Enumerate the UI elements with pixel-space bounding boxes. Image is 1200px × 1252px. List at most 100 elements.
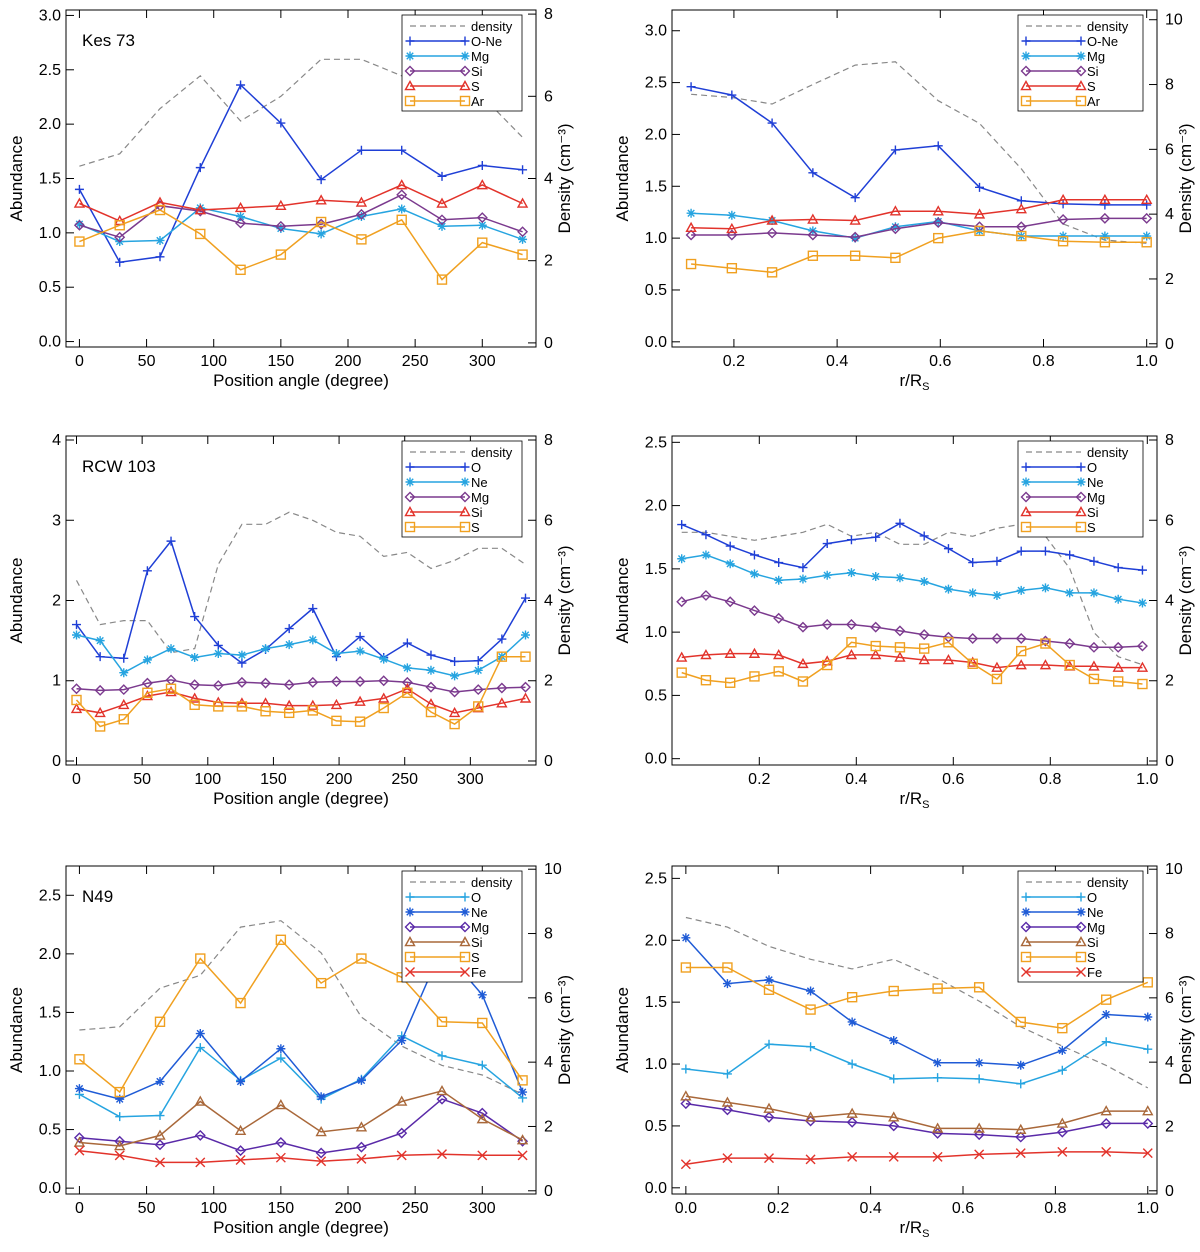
data-point-o	[1101, 1037, 1111, 1047]
data-point-mg	[1112, 641, 1124, 653]
data-point-ne	[871, 571, 881, 581]
data-point-o	[749, 550, 759, 560]
data-point-si	[1100, 1105, 1112, 1116]
legend-marker	[405, 892, 415, 902]
x-tick-label: 200	[326, 771, 353, 788]
data-point-s	[477, 1017, 488, 1029]
data-point-o-ne	[933, 141, 943, 151]
x-tick-label: 0	[72, 771, 81, 788]
data-point-mg	[212, 680, 224, 692]
data-point-si	[396, 189, 408, 201]
y2-tick-label: 4	[544, 593, 553, 610]
y-axis-label: Abundance	[613, 135, 632, 221]
data-point-o	[1065, 550, 1075, 560]
x-tick-label: 150	[268, 1200, 295, 1217]
y-tick-label: 2.5	[39, 887, 61, 904]
density-line	[691, 61, 1147, 244]
y-tick-label: 2.5	[645, 75, 667, 92]
series-si	[73, 1084, 529, 1151]
data-point-ne	[397, 1036, 407, 1046]
data-point-ne	[919, 577, 929, 587]
x-tick-label: 1.0	[1136, 353, 1158, 370]
y-tick-label: 0.5	[645, 687, 667, 704]
data-point-mg	[94, 684, 106, 696]
series-s	[685, 193, 1153, 234]
data-point-ar	[235, 264, 246, 276]
data-point-s	[355, 196, 368, 207]
series-si	[680, 1090, 1154, 1134]
y2-axis-label: Density (cm⁻³)	[1176, 975, 1195, 1085]
data-point-o	[402, 638, 412, 648]
series-line-ar	[79, 209, 523, 281]
series-o	[681, 1037, 1153, 1089]
data-point-ne	[774, 575, 784, 585]
data-point-s	[356, 953, 367, 964]
data-point-s	[473, 701, 484, 712]
data-point-o-ne	[850, 193, 860, 203]
data-point-ne	[1040, 583, 1050, 593]
legend-label: Ne	[1087, 905, 1104, 920]
legend-label: O-Ne	[471, 34, 502, 49]
data-point-ar	[890, 252, 901, 264]
data-point-si	[1142, 1105, 1154, 1116]
x-tick-label: 1.0	[1137, 1200, 1159, 1217]
y2-tick-label: 6	[1165, 141, 1174, 158]
legend-label: Ne	[471, 905, 488, 920]
series-line-o-ne	[690, 85, 1147, 206]
series-line-ne	[685, 937, 1148, 1067]
legend-marker	[1076, 51, 1086, 61]
y2-tick-label: 0	[1165, 1183, 1174, 1200]
x-axis-label: Position angle (degree)	[213, 789, 389, 808]
x-tick-label: 0.8	[1039, 771, 1061, 788]
data-point-o-ne	[686, 82, 696, 92]
data-point-ar	[685, 258, 697, 270]
data-point-fe	[1142, 1148, 1153, 1159]
legend-marker	[1076, 36, 1086, 46]
data-point-ne	[1143, 1012, 1153, 1022]
x-tick-label: 0.6	[929, 353, 951, 370]
y-tick-label: 2	[52, 593, 61, 610]
x-axis-label-subscript: S	[922, 799, 929, 811]
legend-marker	[1075, 951, 1087, 963]
data-point-s	[154, 1016, 166, 1027]
data-point-ar	[1057, 236, 1069, 247]
data-point-mg	[436, 1093, 448, 1105]
series-line-s	[79, 184, 523, 222]
y2-tick-label: 8	[1165, 432, 1174, 449]
data-point-ne	[142, 655, 152, 665]
data-point-o-ne	[155, 252, 165, 262]
data-point-mg	[425, 681, 437, 693]
data-point-mg	[1056, 1126, 1068, 1138]
y-tick-label: 3.0	[39, 7, 61, 24]
data-point-mg	[1064, 638, 1076, 650]
y2-tick-label: 2	[1165, 1118, 1174, 1135]
data-point-ar	[315, 216, 327, 228]
data-point-fe	[74, 1145, 85, 1156]
series-line-s	[681, 641, 1143, 685]
data-point-o	[1089, 556, 1099, 566]
legend-marker	[1021, 967, 1031, 977]
data-point-o	[889, 1074, 899, 1084]
legend-marker	[1075, 491, 1087, 503]
data-point-si	[846, 1107, 858, 1118]
data-point-o-ne	[356, 145, 366, 155]
x-tick-label: 150	[260, 771, 287, 788]
legend-marker	[405, 462, 415, 472]
data-point-mg	[195, 203, 205, 213]
data-point-o	[919, 531, 929, 541]
series-line-ne	[76, 634, 527, 677]
legend-marker	[405, 477, 415, 487]
data-point-o	[95, 652, 105, 662]
data-point-ne	[477, 990, 487, 1000]
y2-tick-label: 6	[544, 88, 553, 105]
data-point-o	[284, 624, 294, 634]
y2-tick-label: 0	[544, 753, 553, 770]
data-point-s	[189, 699, 200, 711]
data-point-s	[94, 721, 106, 732]
data-point-si	[165, 686, 177, 697]
data-point-o	[798, 563, 808, 573]
legend-label: density	[1087, 445, 1129, 460]
density-line	[685, 916, 1149, 1089]
data-point-si	[804, 1111, 817, 1122]
